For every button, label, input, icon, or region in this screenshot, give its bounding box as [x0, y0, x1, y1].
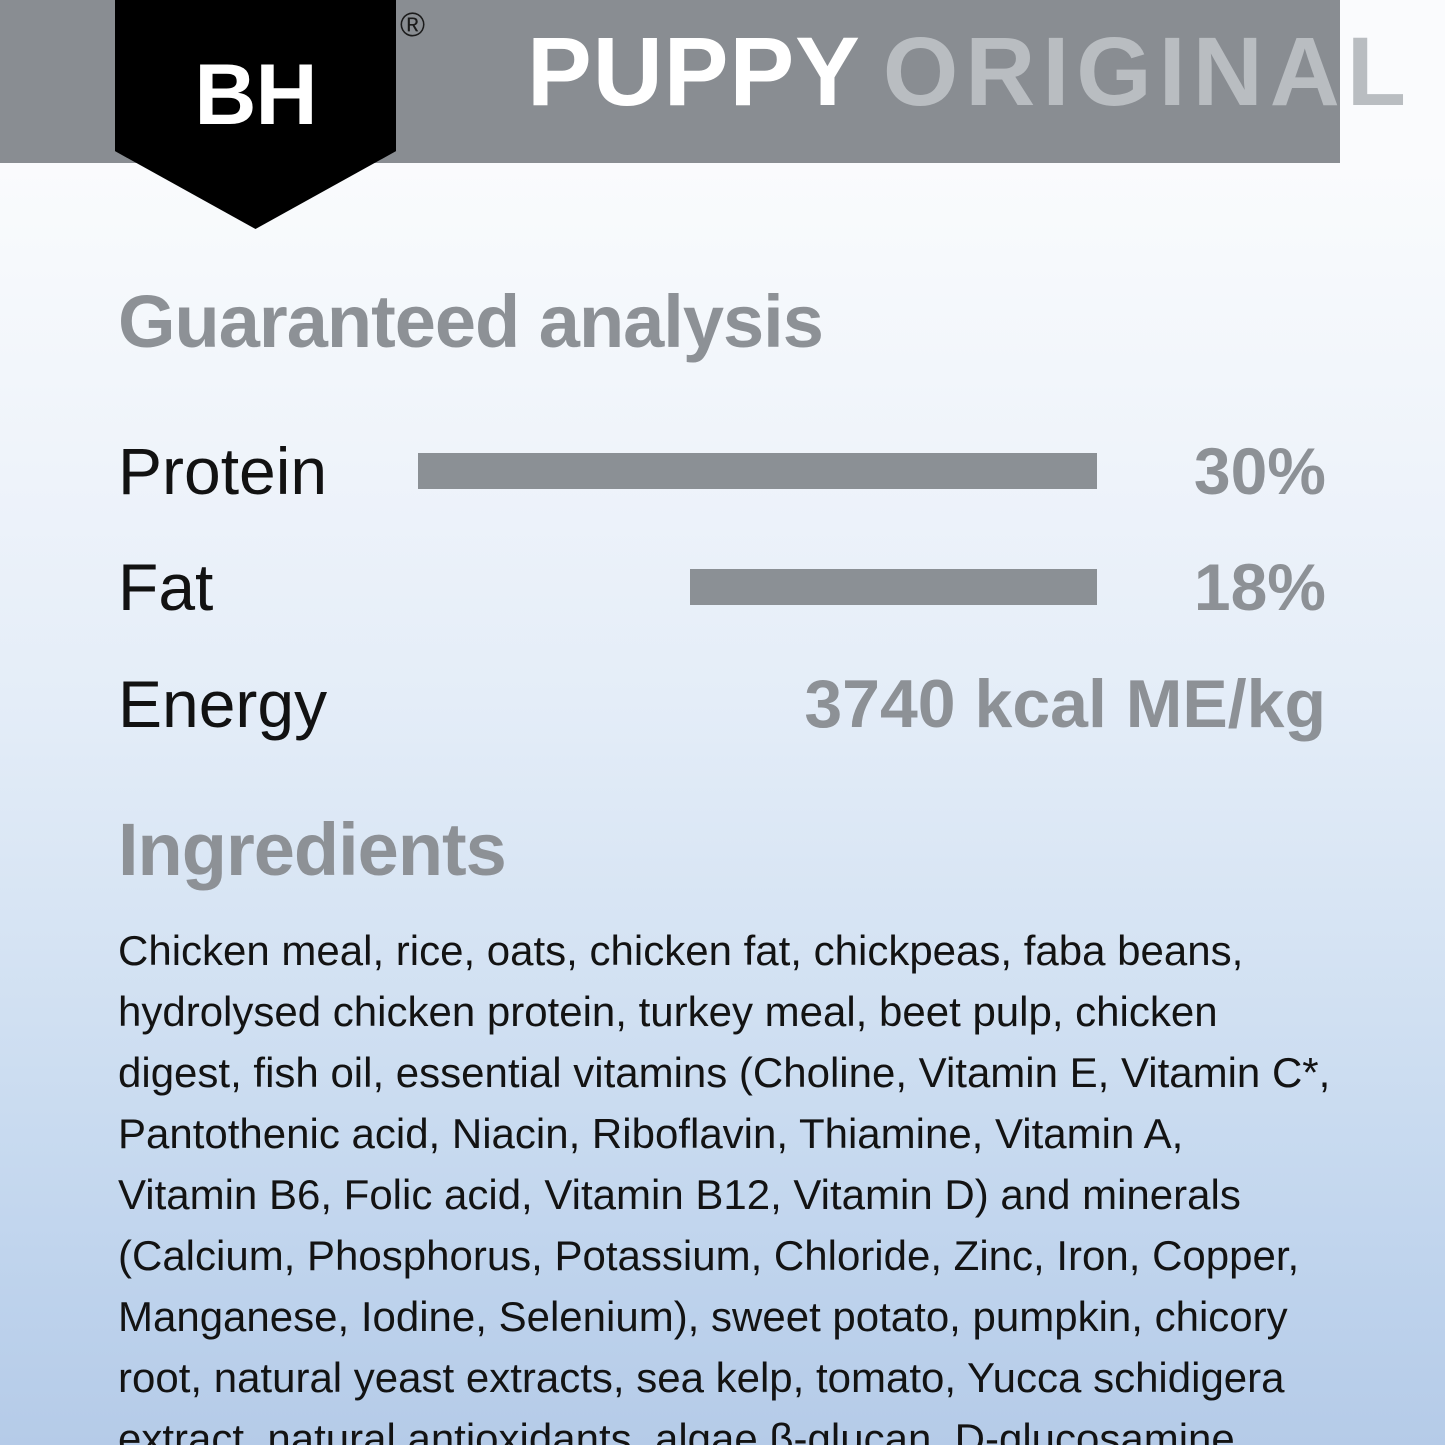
- guaranteed-analysis-heading: Guaranteed analysis: [118, 280, 824, 363]
- analysis-value-fat: 18%: [1193, 550, 1326, 624]
- ingredients-heading: Ingredients: [118, 808, 507, 891]
- header-title-group: PUPPY ORIGINAL: [527, 23, 1413, 120]
- product-variant-title: ORIGINAL: [882, 17, 1414, 126]
- analysis-bar-track-protein: [418, 453, 1121, 489]
- brand-logo-text: BH: [194, 47, 317, 143]
- analysis-row-protein: Protein 30%: [118, 427, 1326, 515]
- analysis-bar-protein: [418, 453, 1097, 489]
- analysis-value-energy: 3740 kcal ME/kg: [804, 666, 1326, 742]
- analysis-label-fat: Fat: [118, 550, 214, 624]
- analysis-row-energy: Energy 3740 kcal ME/kg: [118, 660, 1326, 748]
- analysis-label-protein: Protein: [118, 434, 328, 508]
- analysis-label-energy: Energy: [118, 667, 328, 741]
- registered-trademark-icon: ®: [400, 6, 426, 44]
- analysis-bar-track-fat: [418, 569, 1121, 605]
- analysis-row-fat: Fat 18%: [118, 543, 1326, 631]
- product-line-title: PUPPY: [527, 17, 861, 126]
- brand-shield-logo: BH: [115, 0, 396, 229]
- analysis-bar-fat: [689, 569, 1097, 605]
- ingredients-text: Chicken meal, rice, oats, chicken fat, c…: [118, 927, 1331, 1445]
- analysis-value-protein: 30%: [1193, 434, 1326, 508]
